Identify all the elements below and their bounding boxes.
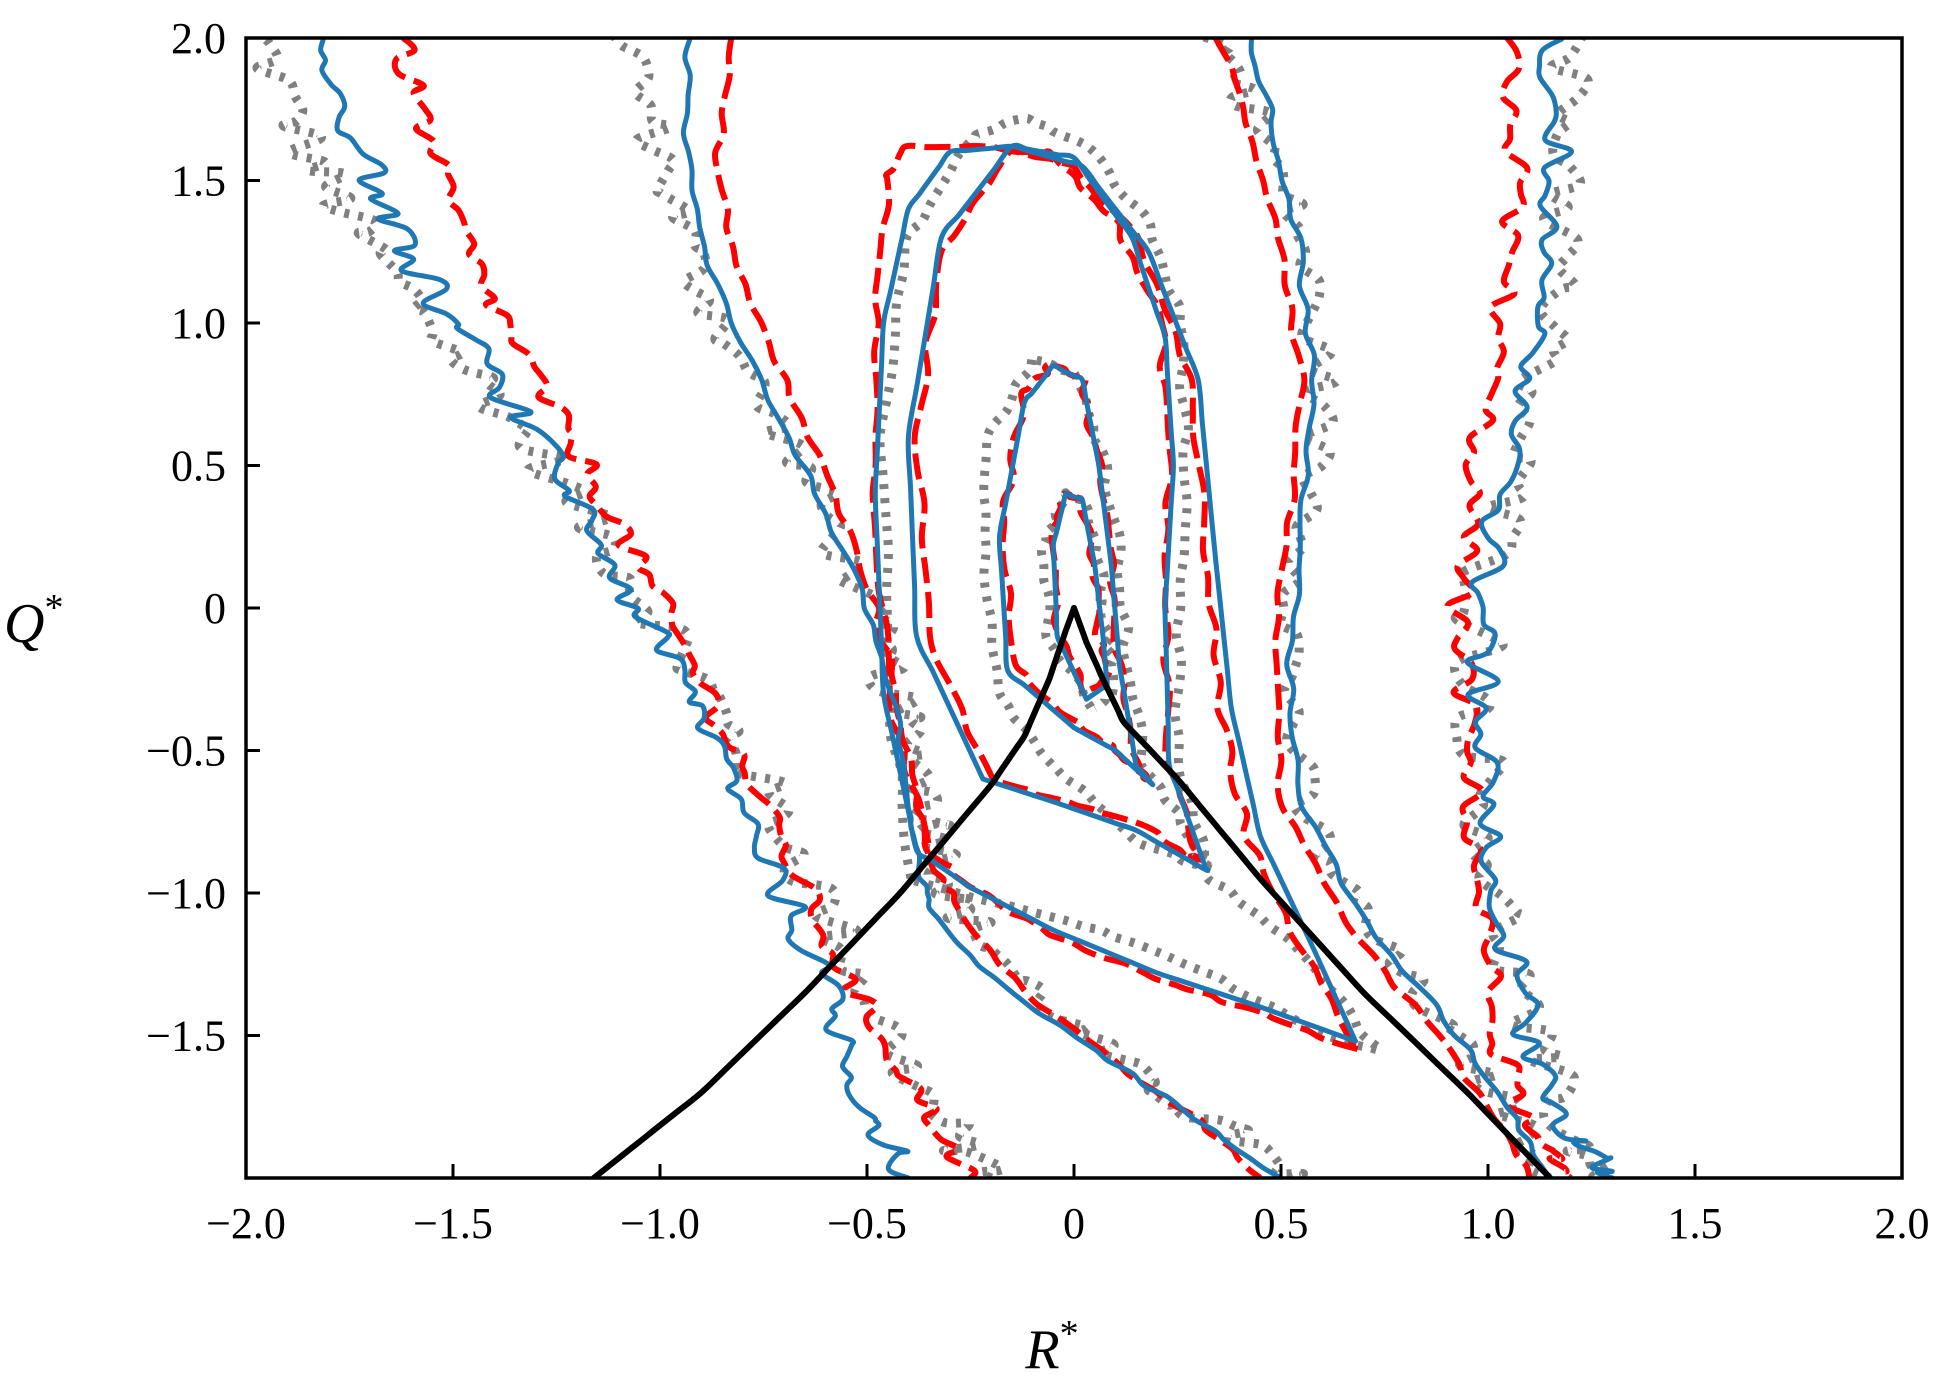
contour-line-2-2: [905, 142, 1211, 873]
contour-line-0-1: [610, 38, 1308, 1178]
series-dotted-0: [252, 38, 1615, 1178]
series-solid-3: [590, 605, 1554, 1178]
contour-line-2-1: [680, 38, 1284, 1178]
contour-line-2-4: [1050, 490, 1110, 702]
series-dashed-1: [391, 38, 1573, 1178]
contour-line-1-6: [1212, 38, 1533, 1178]
contour-line-3-0: [590, 605, 1077, 1178]
x-axis: −2.0 −1.5 −1.0 −0.5 0 0.5 1.0 1.5 2.0: [206, 1164, 1930, 1248]
x-tick-label: −2.0: [206, 1199, 286, 1248]
contour-line-2-6: [1248, 38, 1553, 1178]
contour-line-1-3: [999, 360, 1151, 783]
x-tick-label: −0.5: [827, 1199, 907, 1248]
x-tick-label: 0: [1063, 1199, 1085, 1248]
y-tick-label: 2.0: [171, 14, 226, 63]
contour-line-1-0: [391, 38, 979, 1178]
x-tick-label: 0.5: [1254, 1199, 1309, 1248]
contour-line-0-4: [1036, 488, 1119, 712]
y-tick-label: −0.5: [146, 727, 226, 776]
x-axis-label: R*: [1024, 1313, 1078, 1381]
y-axis-label: Q*: [4, 587, 63, 655]
x-tick-label: −1.0: [620, 1199, 700, 1248]
contour-line-2-5: [872, 143, 1358, 1044]
contour-line-0-6: [1449, 38, 1615, 1178]
contour-line-1-1: [711, 38, 1263, 1178]
x-tick-label: 1.0: [1461, 1199, 1516, 1248]
y-tick-label: −1.0: [146, 869, 226, 918]
contour-line-0-2: [875, 113, 1385, 1055]
x-tick-label: 1.5: [1668, 1199, 1723, 1248]
contour-line-2-7: [1464, 38, 1615, 1178]
contour-line-0-5: [1202, 38, 1552, 1178]
contour-line-3-1: [1071, 605, 1554, 1178]
contour-line-2-3: [996, 363, 1156, 788]
contour-curves: [252, 38, 1615, 1178]
y-tick-label: 1.5: [171, 157, 226, 206]
contour-line-1-2: [911, 147, 1205, 863]
contour-line-1-5: [869, 142, 1359, 1052]
x-tick-label: 2.0: [1875, 1199, 1930, 1248]
y-tick-label: −1.5: [146, 1012, 226, 1061]
series-solid-2: [318, 38, 1615, 1178]
y-axis: 2.0 1.5 1.0 0.5 0 −0.5 −1.0 −1.5: [146, 14, 260, 1061]
contour-line-1-7: [1444, 38, 1573, 1178]
y-tick-label: 0: [204, 584, 226, 633]
x-tick-label: −1.5: [413, 1199, 493, 1248]
y-tick-label: 1.0: [171, 299, 226, 348]
contour-line-2-0: [318, 38, 911, 1178]
y-tick-label: 0.5: [171, 442, 226, 491]
